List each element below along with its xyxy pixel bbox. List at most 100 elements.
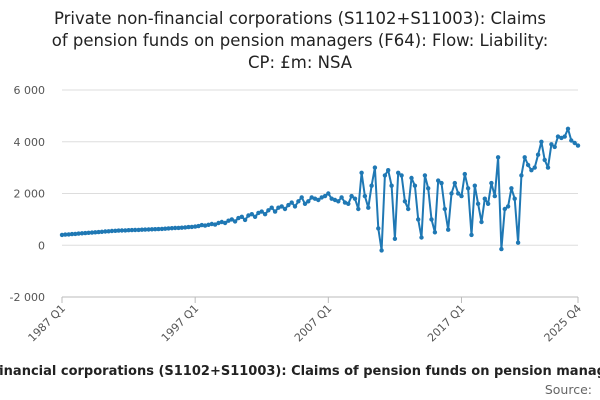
data-point xyxy=(572,140,577,146)
data-point xyxy=(426,186,431,191)
data-point xyxy=(562,134,567,139)
data-point xyxy=(189,224,194,230)
data-point xyxy=(86,230,91,235)
data-point xyxy=(332,197,338,203)
data-point xyxy=(156,226,161,232)
x-tick-label: 1997 Q1 xyxy=(159,302,202,345)
data-point xyxy=(376,226,381,231)
grid-layer xyxy=(62,89,578,298)
data-point xyxy=(139,227,145,232)
data-point xyxy=(193,224,198,229)
data-point xyxy=(535,152,541,157)
data-point xyxy=(505,204,511,209)
data-point xyxy=(362,193,368,199)
data-point xyxy=(196,223,201,229)
data-point xyxy=(372,165,378,170)
data-point xyxy=(432,230,438,235)
data-point xyxy=(286,202,291,208)
data-point xyxy=(146,227,151,232)
data-point xyxy=(492,193,497,199)
data-point xyxy=(63,232,68,237)
y-tick-label: 2 000 xyxy=(14,188,46,201)
data-point xyxy=(153,227,158,232)
data-point xyxy=(439,180,444,186)
data-point xyxy=(229,217,234,222)
data-point xyxy=(183,225,188,230)
data-point xyxy=(529,168,534,173)
y-tick-label: 0 xyxy=(38,239,45,252)
data-point xyxy=(252,214,258,219)
data-point xyxy=(246,213,251,218)
data-point xyxy=(209,221,214,227)
data-point xyxy=(515,240,521,245)
data-point xyxy=(292,204,298,209)
data-point xyxy=(136,227,141,233)
data-point xyxy=(163,226,168,231)
data-point xyxy=(499,246,504,252)
chart-title-line-2: of pension funds on pension managers (F6… xyxy=(51,31,549,50)
data-point xyxy=(475,201,481,206)
data-point xyxy=(465,186,471,191)
data-point xyxy=(259,209,264,214)
chart-title-line-1: Private non-financial corporations (S110… xyxy=(53,9,546,28)
data-point xyxy=(179,225,184,230)
data-point xyxy=(449,191,454,196)
x-tick-label: 2025 Q4 xyxy=(542,302,585,345)
data-point xyxy=(525,162,531,168)
data-point xyxy=(349,193,354,199)
series-line xyxy=(61,127,579,252)
y-tick-label: 4 000 xyxy=(14,136,46,149)
data-point xyxy=(542,157,547,163)
data-point xyxy=(96,229,101,235)
data-point xyxy=(126,228,131,233)
data-point xyxy=(509,186,514,191)
data-point xyxy=(206,222,211,227)
data-point xyxy=(232,219,238,224)
data-point xyxy=(302,201,308,206)
data-point xyxy=(242,217,248,223)
chart-title: Private non-financial corporations (S110… xyxy=(0,8,600,74)
data-point xyxy=(212,222,218,227)
data-point xyxy=(469,232,474,238)
data-point xyxy=(219,219,224,225)
data-point xyxy=(93,230,98,235)
data-point xyxy=(76,231,81,236)
data-point xyxy=(173,225,178,231)
data-point xyxy=(73,231,78,237)
data-point xyxy=(123,228,128,233)
data-point xyxy=(539,139,544,144)
data-point xyxy=(262,212,268,217)
data-point xyxy=(565,126,571,131)
data-point xyxy=(296,199,301,204)
data-point xyxy=(495,155,501,160)
data-point xyxy=(216,220,221,226)
legend-label: Private non-financial corporations (S110… xyxy=(0,364,600,379)
data-point xyxy=(412,183,418,188)
data-point xyxy=(512,196,517,201)
data-point xyxy=(312,196,318,201)
axis-layer: -2 000 0 2 000 4 000 6 000 1987 Q1 1997 Q1 2007… xyxy=(10,84,585,344)
data-point xyxy=(319,195,324,200)
data-point xyxy=(169,226,175,231)
data-point xyxy=(176,225,181,231)
data-point xyxy=(472,183,477,188)
data-point xyxy=(482,196,487,201)
data-point xyxy=(519,173,524,178)
x-tick-label: 2007 Q1 xyxy=(292,302,335,345)
series-layer xyxy=(59,126,581,253)
data-point xyxy=(396,170,401,175)
data-point xyxy=(269,205,274,210)
data-point xyxy=(382,173,388,178)
data-point xyxy=(149,227,155,232)
legend: Private non-financial corporations (S110… xyxy=(0,364,600,382)
data-point xyxy=(559,135,564,141)
data-point xyxy=(336,199,341,204)
data-point xyxy=(83,230,88,236)
data-point xyxy=(442,206,447,212)
data-point xyxy=(452,180,457,186)
data-point xyxy=(456,191,461,196)
data-point xyxy=(116,228,121,233)
data-point xyxy=(322,193,328,199)
data-point xyxy=(79,231,85,236)
